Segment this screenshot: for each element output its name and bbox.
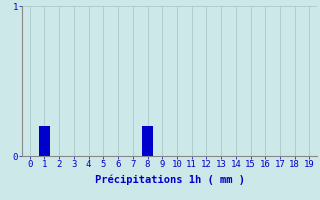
Bar — [142, 126, 153, 156]
Bar — [39, 126, 50, 156]
X-axis label: Précipitations 1h ( mm ): Précipitations 1h ( mm ) — [95, 175, 244, 185]
